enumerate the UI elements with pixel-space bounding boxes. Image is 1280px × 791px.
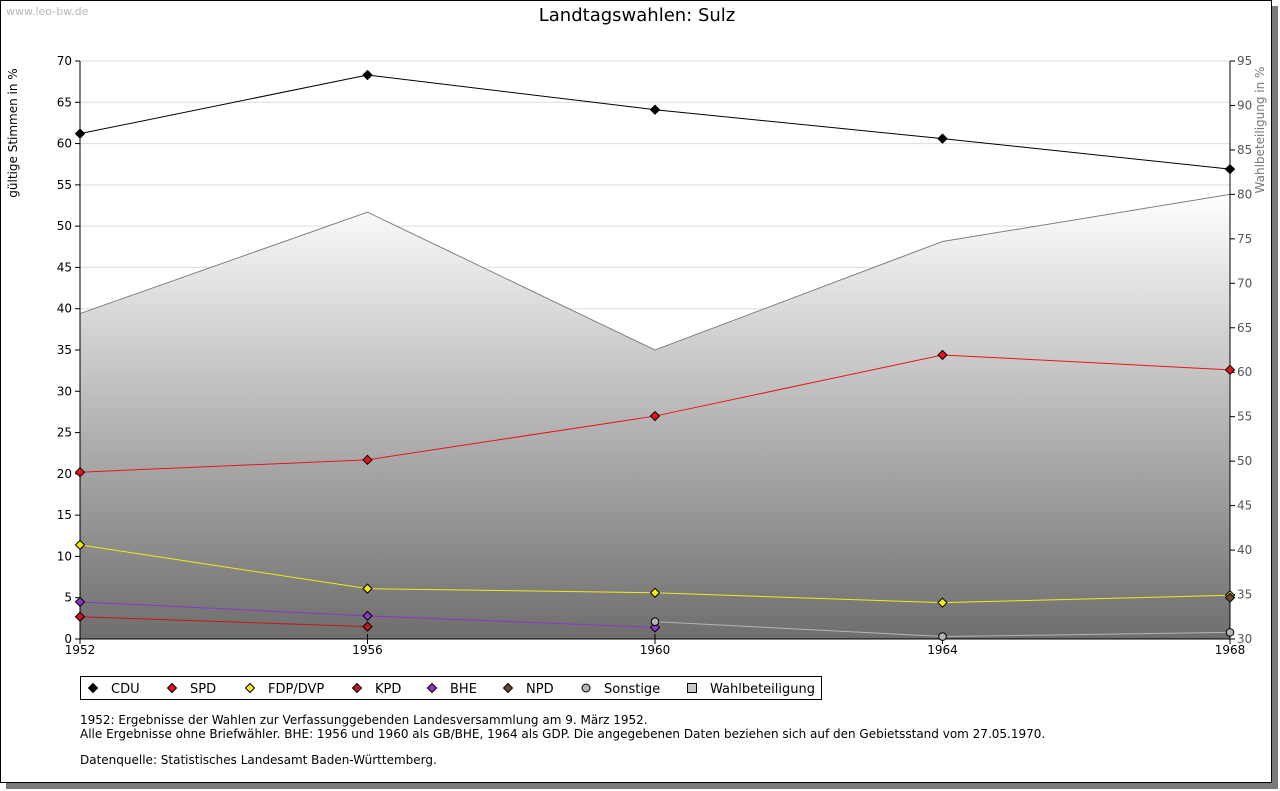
y-tick-label-60: 60 [57,137,72,151]
point-cdu-1960 [649,104,661,115]
y2-tick-label-45: 45 [1237,499,1252,513]
legend-swatch-bhe [426,682,438,694]
legend-swatch-fdp-dvp [244,682,256,694]
y-tick-label-65: 65 [57,95,72,109]
y2-tick-label-35: 35 [1237,588,1252,602]
watermark: www.leo-bw.de [6,5,89,18]
point-npd-1968 [1224,592,1236,603]
point-spd-1960 [649,410,661,422]
point-sonstige-1964 [938,632,947,641]
y-tick-label-15: 15 [57,508,72,522]
point-spd-1964 [937,349,948,361]
frame-shadow-right [1272,6,1278,789]
series-points [74,69,1236,641]
chart-title: Landtagswahlen: Sulz [539,5,736,26]
legend-swatch-kpd [351,682,363,694]
note-briefwaehler: Alle Ergebnisse ohne Briefwähler. BHE: 1… [80,727,1046,741]
y-tick-label-10: 10 [57,549,72,563]
point-cdu-1952 [74,128,86,139]
point-sonstige-1968 [1225,628,1235,637]
point-fdp-dvp-1964 [937,597,948,608]
y-tick-label-0: 0 [64,632,72,646]
point-spd-1956 [362,454,373,466]
y2-tick-label-30: 30 [1237,632,1252,646]
point-cdu-1968 [1224,163,1236,175]
y2-tick-label-95: 95 [1237,54,1252,68]
y-tick-label-55: 55 [57,178,72,192]
legend-swatch-npd [502,682,514,694]
y2-tick-label-50: 50 [1237,454,1252,468]
y-tick-label-30: 30 [57,384,72,398]
point-cdu-1964 [937,133,948,144]
point-bhe-1952 [74,596,86,608]
line-cdu [79,74,1231,170]
point-cdu-1956 [362,69,373,81]
legend: CDU SPD FDP/DVP KPD BHE NPD Sonstige Wahlbeteil… [80,676,822,700]
legend-label-fdp-dvp: FDP/DVP [268,682,324,697]
y-tick-label-20: 20 [57,467,72,481]
legend-label-npd: NPD [526,682,554,697]
x-tick-label-1960: 1960 [640,643,671,657]
frame-shadow-bottom [6,783,1278,789]
point-spd-1952 [74,466,86,478]
legend-label-cdu: CDU [111,682,140,697]
legend-label-spd: SPD [190,682,216,697]
legend-swatch-spd [166,682,178,694]
y-tick-label-50: 50 [57,219,72,233]
axes: 0 5 10 15 20 25 30 35 40 45 50 55 60 65 70 30 35 40 45 50 55… [57,54,1253,657]
x-tick-label-1956: 1956 [352,643,383,657]
legend-label-kpd: KPD [375,682,401,697]
note-datenquelle: Datenquelle: Statistisches Landesamt Bad… [80,753,437,767]
y-tick-label-25: 25 [57,426,72,440]
y2-tick-label-90: 90 [1237,98,1252,112]
legend-label-bhe: BHE [450,682,477,697]
y2-tick-label-80: 80 [1237,187,1252,201]
y-tick-label-45: 45 [57,260,72,274]
point-fdp-dvp-1956 [362,583,373,594]
y2-tick-label-75: 75 [1237,232,1252,246]
point-kpd-1956 [362,621,373,632]
note-1952: 1952: Ergebnisse der Wahlen zur Verfassu… [80,713,648,727]
point-sonstige-1960 [650,617,660,626]
y-tick-label-5: 5 [64,591,72,605]
legend-swatch-sonstige [581,683,591,693]
y2-axis-label: Wahlbeteiligung in % [1253,67,1267,194]
point-spd-1968 [1224,364,1236,376]
point-fdp-dvp-1952 [74,539,86,551]
y2-tick-label-55: 55 [1237,410,1252,424]
legend-swatch-wahlbeteiligung [687,683,697,693]
y2-tick-label-60: 60 [1237,365,1252,379]
point-kpd-1952 [74,611,86,622]
y-tick-label-35: 35 [57,343,72,357]
y2-tick-label-40: 40 [1237,543,1252,557]
x-tick-label-1964: 1964 [927,643,958,657]
y2-tick-label-65: 65 [1237,321,1252,335]
y-tick-label-70: 70 [57,54,72,68]
legend-label-sonstige: Sonstige [604,682,660,697]
line-kpd [79,616,368,628]
x-tick-label-1952: 1952 [65,643,96,657]
point-fdp-dvp-1960 [649,587,661,598]
turnout-line [79,193,1231,351]
legend-swatch-cdu [87,682,99,694]
point-bhe-1956 [362,610,373,622]
legend-label-wahlbeteiligung: Wahlbeteiligung [710,682,815,697]
y2-tick-label-85: 85 [1237,143,1252,157]
x-tick-label-1968: 1968 [1215,643,1246,657]
y2-tick-label-70: 70 [1237,276,1252,290]
y-tick-label-40: 40 [57,302,72,316]
y-axis-label: gültige Stimmen in % [6,68,20,197]
legend-box [80,676,822,700]
